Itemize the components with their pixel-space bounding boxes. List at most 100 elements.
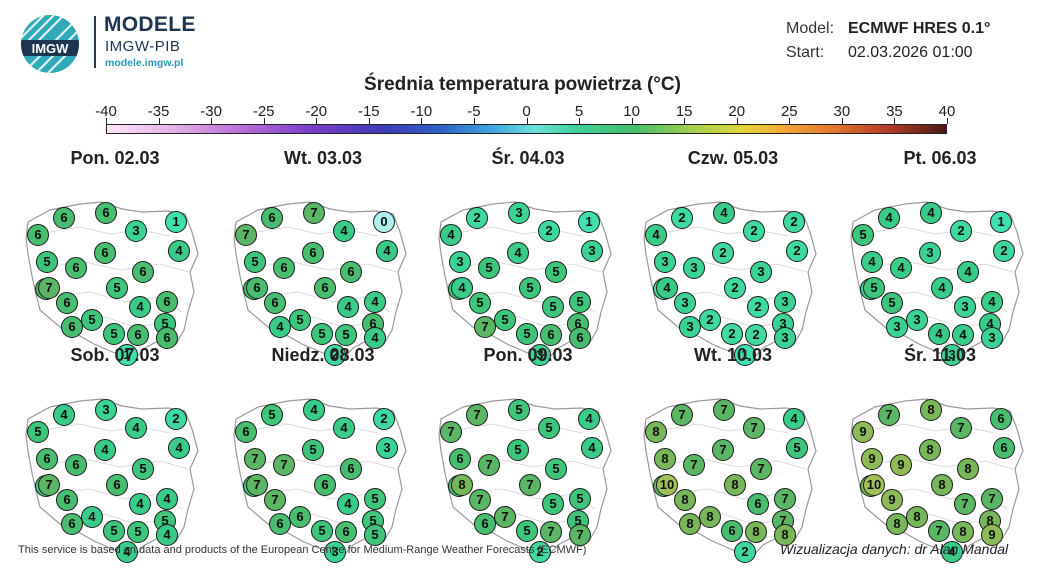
scale-tick [316, 118, 318, 124]
temp-marker: 0 [373, 211, 395, 233]
temp-marker: 4 [269, 316, 291, 338]
scale-tick-label: 5 [574, 103, 584, 120]
brand-url-link[interactable]: modele.imgw.pl [105, 57, 184, 69]
temp-marker: 10 [863, 474, 885, 496]
temp-marker: 2 [712, 242, 734, 264]
temp-marker: 4 [125, 417, 147, 439]
temp-marker: 5 [545, 261, 567, 283]
logo-text: IMGW [32, 41, 70, 56]
temp-marker: 7 [466, 404, 488, 426]
panel-date-title: Pt. 06.03 [903, 148, 977, 168]
region-borders [44, 423, 189, 525]
forecast-panel: Niedz. 08.0365442377556765746566553 [218, 345, 428, 563]
temp-marker: 1 [578, 211, 600, 233]
temp-marker: 5 [81, 309, 103, 331]
temp-marker: 8 [699, 506, 721, 528]
temp-marker: 7 [743, 417, 765, 439]
scale-tick [106, 118, 107, 124]
panel-date-title: Wt. 03.03 [283, 148, 363, 168]
temp-marker: 5 [364, 524, 386, 546]
temp-marker: 4 [890, 257, 912, 279]
forecast-panel: Pon. 09.0377554467555875757567572 [423, 345, 633, 563]
temp-marker: 4 [168, 240, 190, 262]
temp-marker: 3 [906, 309, 928, 331]
temp-marker: 5 [516, 323, 538, 345]
temp-marker: 5 [335, 324, 357, 346]
temp-marker: 6 [56, 489, 78, 511]
temp-marker: 2 [786, 240, 808, 262]
scale-tick-label: -35 [147, 103, 170, 120]
region-borders [44, 226, 189, 328]
temp-marker: 10 [656, 474, 678, 496]
temp-marker: 5 [261, 404, 283, 426]
panel-date-title: Wt. 10.03 [693, 345, 773, 365]
temp-marker: 6 [289, 506, 311, 528]
temp-marker: 6 [95, 202, 117, 224]
temp-marker: 4 [578, 408, 600, 430]
temp-marker: 6 [273, 257, 295, 279]
temp-marker: 4 [931, 277, 953, 299]
temp-marker: 5 [478, 257, 500, 279]
temp-marker: 6 [156, 291, 178, 313]
scale-tick-label: -40 [95, 103, 117, 120]
temp-marker: 4 [878, 207, 900, 229]
temp-marker: 4 [713, 202, 735, 224]
temp-marker: 8 [886, 513, 908, 535]
temp-marker: 4 [129, 296, 151, 318]
temp-marker: 8 [957, 458, 979, 480]
region-borders [457, 226, 602, 328]
temp-marker: 3 [774, 327, 796, 349]
temp-marker: 5 [569, 488, 591, 510]
temp-marker: 2 [699, 309, 721, 331]
brand-title: MODELE [104, 13, 196, 36]
temp-marker: 7 [440, 421, 462, 443]
temp-marker: 7 [774, 488, 796, 510]
temp-marker: 7 [474, 316, 496, 338]
region-borders [662, 423, 807, 525]
scale-tick-label: -15 [357, 103, 380, 120]
temp-marker: 6 [61, 316, 83, 338]
temp-marker: 3 [941, 344, 963, 366]
temp-marker: 3 [508, 202, 530, 224]
temp-marker: 4 [783, 408, 805, 430]
temp-marker: 6 [36, 448, 58, 470]
temp-marker: 2 [721, 323, 743, 345]
forecast-panel: Czw. 05.0342422233223423322232331 [628, 148, 838, 366]
temp-marker: 7 [981, 488, 1003, 510]
temp-marker: 9 [881, 489, 903, 511]
temp-marker: 3 [449, 251, 471, 273]
panel-date-title: Śr. 04.03 [491, 148, 565, 168]
temp-marker: 4 [364, 327, 386, 349]
data-source-note: This service is based on data and produc… [18, 544, 587, 556]
visualization-credit: Wizualizacja danych: dr Alan Mandal [780, 541, 1009, 557]
temp-marker: 1 [990, 211, 1012, 233]
temp-marker: 8 [920, 399, 942, 421]
temp-marker: 4 [376, 240, 398, 262]
temp-marker: 2 [373, 408, 395, 430]
temp-marker: 2 [724, 277, 746, 299]
scale-tick [789, 118, 791, 124]
temp-marker: 7 [235, 224, 257, 246]
temp-marker: 5 [103, 323, 125, 345]
temp-marker: 7 [264, 489, 286, 511]
temp-marker: 6 [340, 261, 362, 283]
model-label: Model: [786, 20, 835, 37]
scale-tick-label: 40 [938, 103, 956, 120]
temp-marker: 7 [713, 399, 735, 421]
map-title: Średnia temperatura powietrza (°C) [364, 74, 681, 95]
temp-marker: 6 [747, 493, 769, 515]
temp-marker: 7 [950, 417, 972, 439]
imgw-logo: IMGW [21, 15, 79, 73]
forecast-panel: Śr. 11.03978766998881087978788894 [835, 345, 1045, 563]
start-label: Start: [786, 44, 825, 61]
temp-marker: 6 [56, 292, 78, 314]
temp-marker: 7 [246, 474, 268, 496]
scale-tick-label: -5 [467, 103, 481, 120]
forecast-panel: Pt. 06.0354421244334544533434433 [835, 148, 1045, 366]
scale-tick-label: 30 [833, 103, 851, 120]
temp-marker: 7 [478, 454, 500, 476]
temp-marker: 5 [244, 251, 266, 273]
temp-marker: 7 [38, 474, 60, 496]
temp-marker: 3 [954, 296, 976, 318]
temp-marker: 2 [324, 344, 346, 366]
